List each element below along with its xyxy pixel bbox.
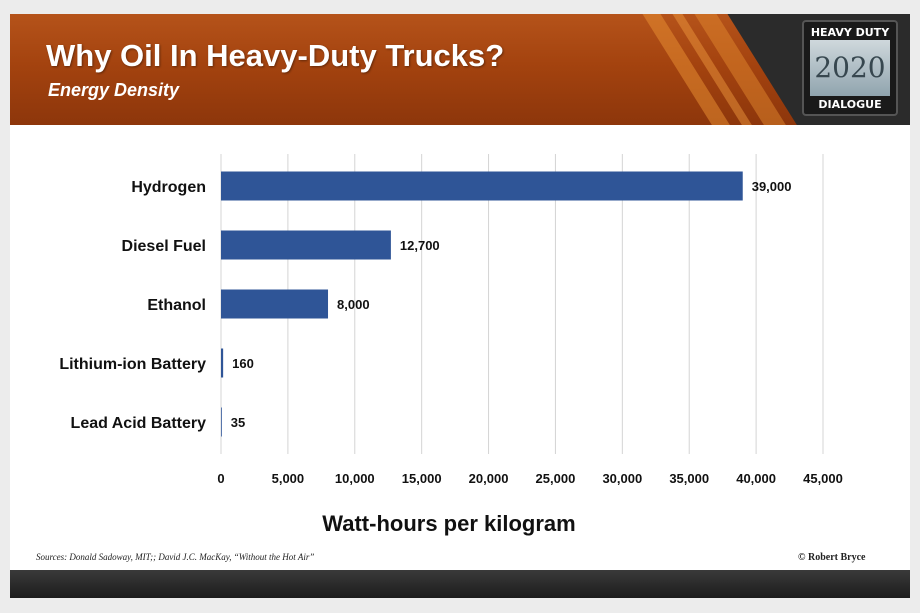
category-label: Hydrogen [131, 179, 206, 196]
logo-line-3: DIALOGUE [818, 98, 882, 111]
x-tick-label: 30,000 [602, 471, 642, 486]
slide: Why Oil In Heavy-Duty Trucks? Energy Den… [10, 14, 910, 598]
category-label: Diesel Fuel [122, 238, 206, 255]
logo-line-2: 2020 [810, 40, 890, 96]
heavy-duty-dialogue-logo: HEAVY DUTY 2020 DIALOGUE [802, 20, 898, 116]
bar [221, 289, 329, 319]
data-label: 39,000 [752, 179, 792, 194]
page-subtitle: Energy Density [48, 80, 180, 100]
copyright-note: © Robert Bryce [798, 552, 866, 563]
x-tick-label: 20,000 [469, 471, 509, 486]
x-tick-label: 5,000 [272, 471, 305, 486]
data-label: 160 [232, 356, 254, 371]
x-tick-label: 0 [217, 471, 224, 486]
data-label: 35 [231, 415, 245, 430]
x-tick-label: 45,000 [803, 471, 843, 486]
data-label: 8,000 [337, 297, 370, 312]
label-layer: 0 5,000 10,000 15,000 20,000 25,000 30,000 35,0… [59, 179, 843, 486]
sources-note: Sources: Donald Sadoway, MIT;; David J.C… [36, 552, 315, 562]
footer-band [10, 570, 910, 598]
energy-density-chart: 0 5,000 10,000 15,000 20,000 25,000 30,000 35,0… [59, 154, 843, 536]
bar [221, 230, 391, 260]
logo-line-1: HEAVY DUTY [810, 26, 890, 39]
category-label: Lithium-ion Battery [59, 356, 206, 373]
x-tick-label: 40,000 [736, 471, 776, 486]
bar [221, 348, 224, 378]
x-tick-label: 25,000 [536, 471, 576, 486]
x-axis-title: Watt-hours per kilogram [322, 511, 575, 536]
category-label: Ethanol [147, 297, 206, 314]
header-banner: Why Oil In Heavy-Duty Trucks? Energy Den… [10, 14, 910, 125]
bar [221, 407, 222, 437]
category-label: Lead Acid Battery [71, 415, 207, 432]
bar [221, 171, 743, 201]
bar-layer [221, 171, 743, 437]
x-tick-label: 35,000 [669, 471, 709, 486]
page-title: Why Oil In Heavy-Duty Trucks? [46, 38, 505, 73]
data-label: 12,700 [400, 238, 440, 253]
x-tick-label: 15,000 [402, 471, 442, 486]
x-tick-label: 10,000 [335, 471, 375, 486]
